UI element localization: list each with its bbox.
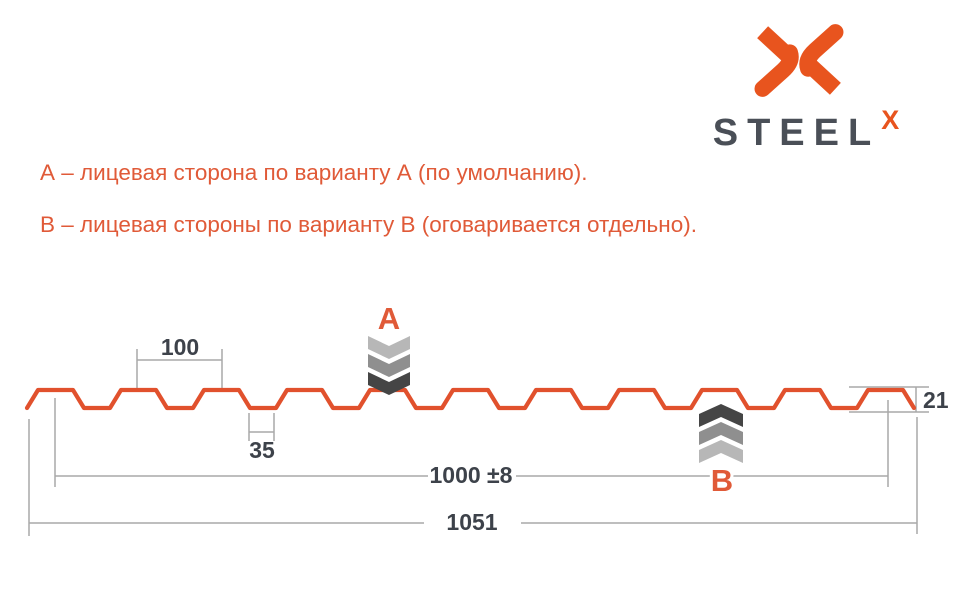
profile-outline <box>24 387 917 411</box>
logo-wordmark: STEEL X <box>712 107 899 154</box>
chevron-down-icon-dark <box>368 372 410 395</box>
chevron-down-icon-light <box>368 336 410 359</box>
logo-wordmark-steel: STEEL <box>712 112 881 154</box>
side-b-label: В <box>711 463 733 498</box>
logo-hook-top-right <box>799 24 844 77</box>
note-variant-a: А – лицевая сторона по варианту А (по ум… <box>40 160 588 185</box>
dim-100-value: 100 <box>161 334 199 360</box>
side-a-marker: А <box>368 301 410 395</box>
dim-35-value: 35 <box>249 437 275 463</box>
dim-1000-value: 1000 ±8 <box>430 462 513 488</box>
dim-21-value: 21 <box>923 387 949 413</box>
logo-hook-bottom-left <box>754 44 799 97</box>
logo: STEEL X <box>697 12 915 152</box>
dim-1051-value: 1051 <box>446 509 497 535</box>
side-a-label: А <box>378 301 400 336</box>
dimension-lines <box>28 349 929 536</box>
chevron-down-icon-mid <box>368 354 410 377</box>
chevron-up-icon-light <box>699 440 743 463</box>
chevron-up-icon-dark <box>699 404 743 427</box>
side-b-marker: В <box>699 404 743 501</box>
note-variant-b: В – лицевая стороны по варианту В (огова… <box>40 212 697 237</box>
steelx-logo-icon <box>754 24 844 97</box>
chevron-up-icon-mid <box>699 422 743 445</box>
logo-wordmark-x: X <box>881 105 900 135</box>
